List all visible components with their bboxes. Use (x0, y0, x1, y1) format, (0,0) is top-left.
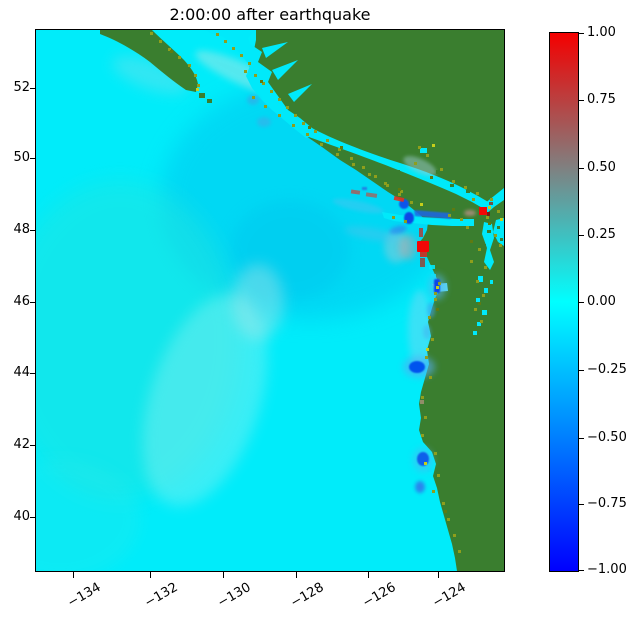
x-tick-label: −134 (65, 580, 104, 611)
y-tick-label: 46 (13, 294, 30, 309)
colorbar-tick-label: 0.50 (587, 160, 616, 175)
strait-gray-tint (403, 156, 437, 176)
y-axis-tick (30, 445, 36, 446)
red-hotspot-wa-coast (417, 241, 429, 252)
colorbar-tick-label: −0.25 (587, 362, 627, 377)
colorbar-tick-label: 0.75 (587, 92, 616, 107)
land-islet (199, 93, 205, 98)
channel-islands (352, 158, 503, 247)
colorbar-tick-label: 0.25 (587, 227, 616, 242)
y-tick-label: 40 (13, 509, 30, 524)
colorbar-tick (579, 235, 584, 236)
coast-speckles-olive (150, 32, 502, 553)
colorbar-tick-label: −0.75 (587, 496, 627, 511)
x-tick-label: −124 (430, 580, 469, 611)
x-axis-tick (223, 572, 224, 578)
y-axis-tick (30, 517, 36, 518)
colorbar-tick (579, 302, 584, 303)
x-tick-label: −132 (142, 580, 181, 611)
colorbar-tick (579, 33, 584, 34)
colorbar-tick-label: 1.00 (587, 25, 616, 40)
colorbar-tick (579, 168, 584, 169)
y-axis-tick (30, 230, 36, 231)
y-axis-tick (30, 88, 36, 89)
colorbar-tick-label: −0.50 (587, 430, 627, 445)
x-axis-tick (368, 572, 369, 578)
y-axis-tick (30, 373, 36, 374)
colorbar-tick (579, 570, 584, 571)
colorbar-tick (579, 100, 584, 101)
x-axis-tick (296, 572, 297, 578)
y-axis-tick (30, 302, 36, 303)
colorbar-tick-label: 0.00 (587, 294, 616, 309)
y-tick-label: 44 (13, 365, 30, 380)
colorbar-tick (579, 370, 584, 371)
x-axis-tick (438, 572, 439, 578)
y-tick-label: 50 (13, 150, 30, 165)
land-mainland (248, 30, 504, 571)
land-haida-gwaii (100, 30, 198, 92)
y-tick-label: 52 (13, 80, 30, 95)
y-tick-label: 48 (13, 222, 30, 237)
land-islet (207, 99, 212, 103)
x-tick-label: −128 (288, 580, 327, 611)
y-axis-tick (30, 158, 36, 159)
x-tick-label: −126 (360, 580, 399, 611)
x-axis-tick (73, 572, 74, 578)
red-hotspot-puget (479, 207, 487, 215)
y-tick-label: 42 (13, 437, 30, 452)
x-axis-tick (150, 572, 151, 578)
map-svg (36, 30, 504, 571)
x-tick-label: −130 (215, 580, 254, 611)
blue-troughs (247, 95, 451, 493)
plot-area (35, 29, 505, 572)
colorbar-tick (579, 504, 584, 505)
colorbar-tick-label: −1.00 (587, 562, 627, 577)
plot-title: 2:00:00 after earthquake (169, 5, 371, 24)
red-peaks (350, 189, 493, 404)
colorbar-tick (579, 438, 584, 439)
colorbar (549, 32, 579, 572)
